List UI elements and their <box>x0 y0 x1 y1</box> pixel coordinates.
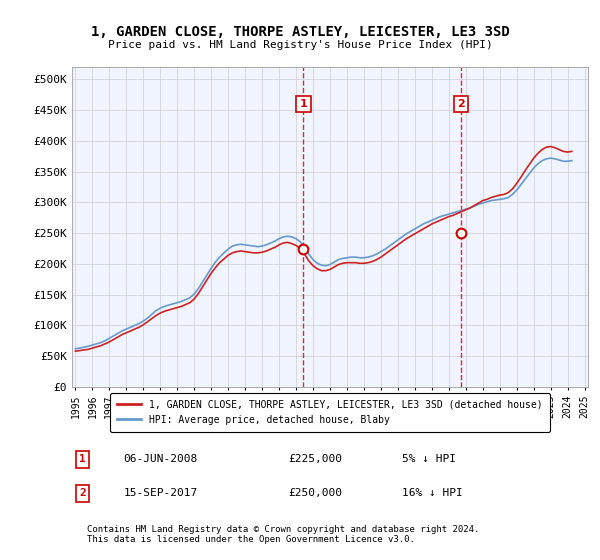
Legend: 1, GARDEN CLOSE, THORPE ASTLEY, LEICESTER, LE3 3SD (detached house), HPI: Averag: 1, GARDEN CLOSE, THORPE ASTLEY, LEICESTE… <box>110 393 550 432</box>
Text: £250,000: £250,000 <box>289 488 343 498</box>
Text: Price paid vs. HM Land Registry's House Price Index (HPI): Price paid vs. HM Land Registry's House … <box>107 40 493 50</box>
Text: 5% ↓ HPI: 5% ↓ HPI <box>402 455 456 464</box>
Text: 1, GARDEN CLOSE, THORPE ASTLEY, LEICESTER, LE3 3SD: 1, GARDEN CLOSE, THORPE ASTLEY, LEICESTE… <box>91 25 509 39</box>
Text: Contains HM Land Registry data © Crown copyright and database right 2024.
This d: Contains HM Land Registry data © Crown c… <box>88 525 480 544</box>
Text: 2: 2 <box>457 99 465 109</box>
Text: 1: 1 <box>299 99 307 109</box>
Text: £225,000: £225,000 <box>289 455 343 464</box>
Text: 16% ↓ HPI: 16% ↓ HPI <box>402 488 463 498</box>
Text: 2: 2 <box>79 488 86 498</box>
Text: 1: 1 <box>79 455 86 464</box>
Text: 15-SEP-2017: 15-SEP-2017 <box>124 488 198 498</box>
Text: 06-JUN-2008: 06-JUN-2008 <box>124 455 198 464</box>
